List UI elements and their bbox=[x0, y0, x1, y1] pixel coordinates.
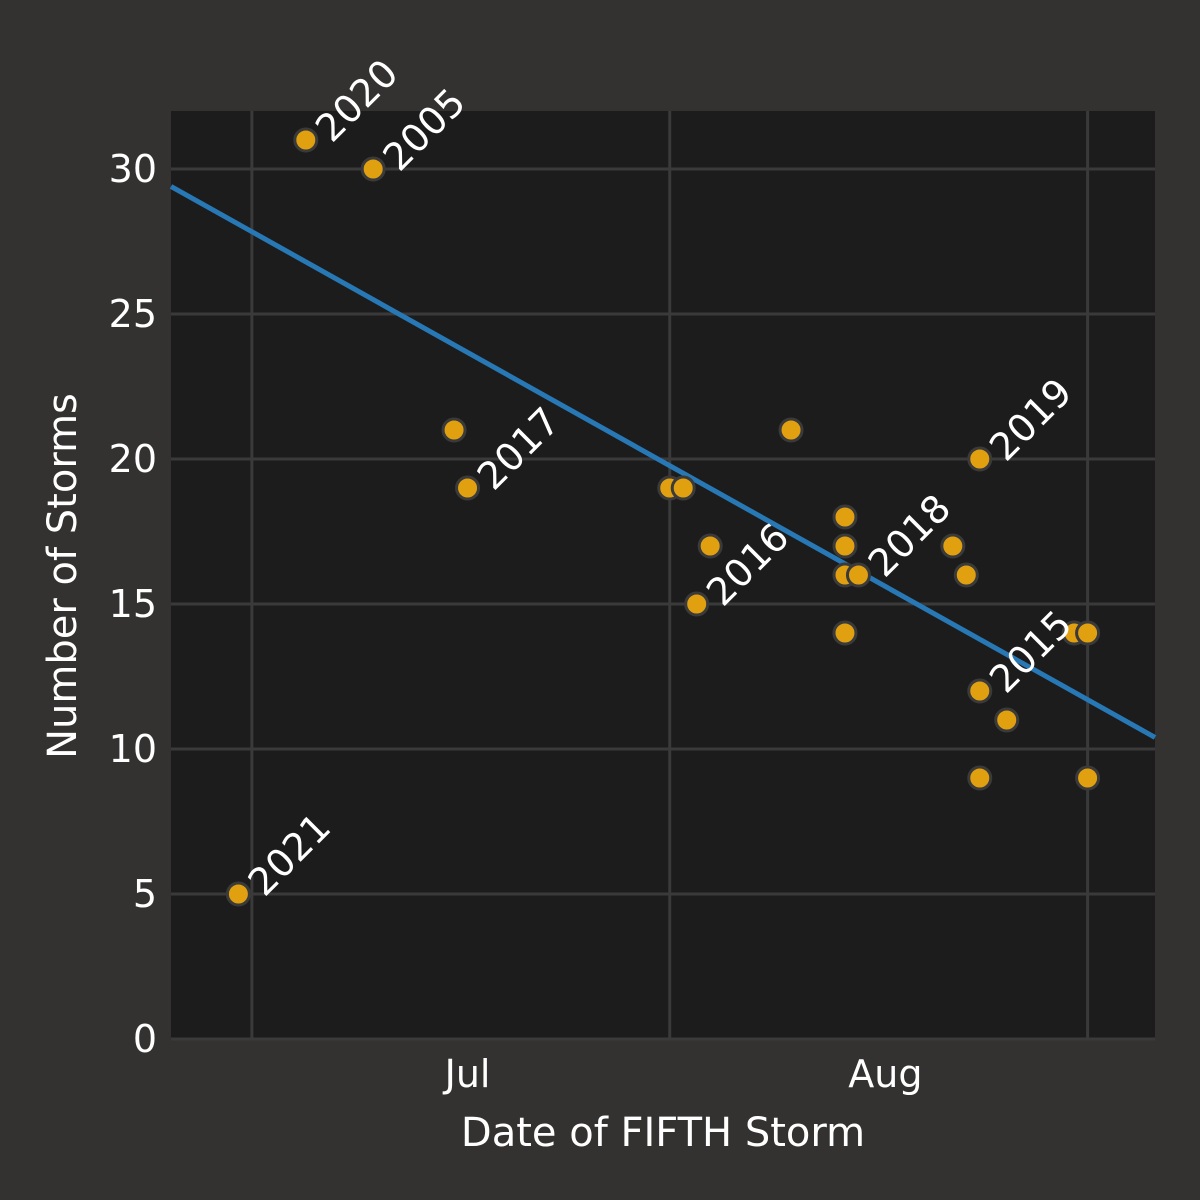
y-tick-label: 20 bbox=[109, 437, 157, 481]
data-point bbox=[832, 504, 858, 530]
y-tick-label: 15 bbox=[109, 582, 157, 626]
data-point bbox=[778, 417, 804, 443]
data-point bbox=[670, 475, 696, 501]
x-tick-label: Aug bbox=[848, 1052, 922, 1096]
data-point bbox=[225, 881, 251, 907]
x-axis-title: Date of FIFTH Storm bbox=[461, 1110, 865, 1156]
data-point bbox=[360, 156, 386, 182]
plot-area bbox=[171, 111, 1155, 1039]
y-tick-label: 30 bbox=[109, 147, 157, 191]
data-point bbox=[697, 533, 723, 559]
grid-lines bbox=[171, 111, 1155, 1041]
data-point bbox=[967, 678, 993, 704]
y-axis-title: Number of Storms bbox=[40, 393, 86, 759]
data-points bbox=[225, 127, 1101, 907]
data-point bbox=[1075, 620, 1101, 646]
y-tick-label: 5 bbox=[133, 872, 157, 916]
y-tick-label: 10 bbox=[109, 727, 157, 771]
data-point bbox=[967, 446, 993, 472]
data-point bbox=[455, 475, 481, 501]
data-point bbox=[940, 533, 966, 559]
data-point bbox=[293, 127, 319, 153]
data-point bbox=[994, 707, 1020, 733]
data-point bbox=[845, 562, 871, 588]
data-point bbox=[1075, 765, 1101, 791]
data-point bbox=[832, 533, 858, 559]
data-point bbox=[684, 591, 710, 617]
y-tick-label: 25 bbox=[109, 292, 157, 336]
data-point bbox=[953, 562, 979, 588]
trend-line-group bbox=[169, 184, 1157, 740]
data-point bbox=[441, 417, 467, 443]
data-point bbox=[832, 620, 858, 646]
x-axis-ticks: Jul Aug bbox=[443, 1052, 923, 1096]
trend-line bbox=[169, 184, 1157, 740]
y-tick-label: 0 bbox=[133, 1017, 157, 1061]
y-axis-ticks: 0 5 10 15 20 25 30 bbox=[109, 147, 157, 1061]
x-tick-label: Jul bbox=[443, 1052, 491, 1096]
data-point bbox=[967, 765, 993, 791]
